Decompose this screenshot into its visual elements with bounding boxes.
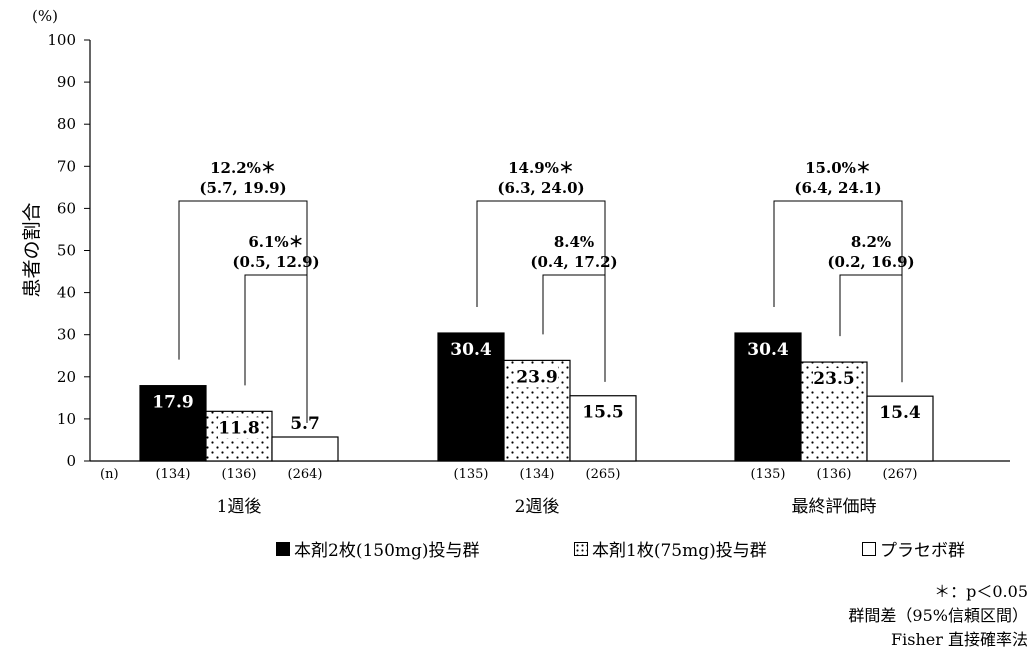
y-ticks: 0 10 20 30 40 50 60 70 80 90 100: [47, 31, 90, 470]
bar: [866, 395, 934, 462]
data-label: 30.4: [450, 340, 492, 360]
data-label: 30.4: [747, 340, 789, 360]
comparison-bracket: [542, 274, 606, 382]
comparison-ci-label: (6.3, 24.0): [497, 179, 584, 197]
bar: [569, 395, 637, 462]
y-axis-label: 患者の割合: [21, 202, 43, 297]
comparison-diff-label: 12.2%＊: [210, 159, 276, 177]
n-count-label: (134): [520, 467, 555, 482]
y-tick-label: 80: [57, 115, 76, 133]
y-tick-label: 0: [66, 452, 76, 470]
data-label-background: [516, 366, 558, 388]
n-count-label: (136): [817, 467, 852, 482]
footnotes: ＊：p＜0.05 群間差（95%信頼区間） Fisher 直接確率法: [848, 580, 1028, 652]
comparison-diff-label: 14.9%＊: [508, 159, 574, 177]
legend-swatch-dotted: [574, 541, 588, 556]
n-count-label: (264): [288, 467, 323, 482]
y-tick-label: 60: [57, 199, 76, 217]
n-count-label: (134): [156, 467, 191, 482]
y-unit-label: (%): [32, 7, 58, 25]
comparison-ci-label: (6.4, 24.1): [794, 179, 881, 197]
comparison-ci-label: (5.7, 19.9): [199, 179, 286, 197]
legend-item-placebo: プラセボ群: [862, 536, 965, 561]
bar: [734, 332, 802, 462]
comparison-bracket: [244, 274, 308, 424]
legend-label-placebo: プラセボ群: [880, 541, 965, 561]
comparison-diff-label: 8.4%: [554, 233, 594, 251]
y-tick-label: 10: [57, 410, 76, 428]
bar: [139, 385, 207, 462]
bar: [271, 436, 339, 462]
data-label: 11.8: [218, 418, 259, 438]
n-count-label: (135): [751, 467, 786, 482]
comparison-diff-label: 15.0%＊: [805, 159, 871, 177]
data-label: 5.7: [290, 414, 320, 434]
comparison-diff-label: 6.1%＊: [248, 233, 303, 251]
category-label: 最終評価時: [792, 497, 877, 517]
legend-label-150mg: 本剤2枚(150mg)投与群: [294, 541, 480, 561]
y-tick-label: 100: [47, 31, 76, 49]
y-tick-label: 40: [57, 284, 76, 302]
method-note: Fisher 直接確率法: [891, 630, 1028, 649]
comparison-ci-label: (0.5, 12.9): [232, 253, 319, 271]
n-label: (n): [100, 467, 119, 482]
data-label: 15.4: [879, 403, 921, 423]
legend-label-75mg: 本剤1枚(75mg)投与群: [592, 541, 767, 561]
data-label-background: [218, 417, 260, 439]
legend-item-150mg: 本剤2枚(150mg)投与群: [276, 536, 480, 561]
n-count-label: (135): [454, 467, 489, 482]
data-label: 23.5: [813, 369, 854, 389]
category-label: 1週後: [217, 497, 262, 517]
comparison-ci-label: (0.2, 16.9): [827, 253, 914, 271]
legend-item-75mg: 本剤1枚(75mg)投与群: [574, 536, 767, 561]
comparison-diff-label: 8.2%: [851, 233, 891, 251]
y-tick-label: 90: [57, 73, 76, 91]
y-tick-label: 20: [57, 368, 76, 386]
comparison-brackets: [178, 200, 903, 424]
y-tick-label: 70: [57, 157, 76, 175]
y-tick-label: 50: [57, 242, 76, 260]
bar: [437, 332, 505, 462]
data-label-background: [813, 368, 855, 390]
n-count-label: (136): [222, 467, 257, 482]
data-label: 23.9: [516, 367, 557, 387]
legend: 本剤2枚(150mg)投与群 本剤1枚(75mg)投与群 プラセボ群: [276, 536, 1016, 561]
comparison-bracket: [839, 274, 903, 383]
bars: [139, 332, 934, 462]
difference-note: 群間差（95%信頼区間）: [848, 606, 1028, 625]
significance-note: ＊：p＜0.05: [934, 582, 1028, 601]
n-count-label: (267): [883, 467, 918, 482]
n-count-label: (265): [586, 467, 621, 482]
bar-chart: (%) 患者の割合 0 10 20 30 40 50 60 70 80 90 100 (n) 17.…: [21, 7, 1010, 517]
data-label: 15.5: [582, 403, 623, 423]
legend-swatch-black: [276, 541, 290, 556]
data-label: 17.9: [152, 393, 193, 413]
comparison-ci-label: (0.4, 17.2): [530, 253, 617, 271]
y-tick-label: 30: [57, 326, 76, 344]
legend-swatch-white: [862, 541, 876, 556]
category-label: 2週後: [515, 497, 560, 517]
text-labels: 17.9 (134) 11.8 (136) 5.7 (264) 1週後 30.4 (135) 23…: [152, 159, 921, 517]
